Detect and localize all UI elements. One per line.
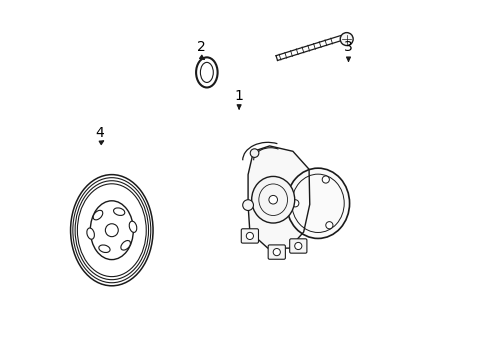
Circle shape xyxy=(246,232,253,239)
FancyBboxPatch shape xyxy=(241,229,258,243)
Ellipse shape xyxy=(113,208,124,215)
Ellipse shape xyxy=(286,168,349,238)
Circle shape xyxy=(325,222,332,229)
Circle shape xyxy=(322,176,329,183)
Text: 2: 2 xyxy=(197,40,205,54)
Text: 3: 3 xyxy=(344,40,352,54)
Text: 4: 4 xyxy=(95,126,103,140)
Circle shape xyxy=(273,248,280,256)
Text: 1: 1 xyxy=(234,89,243,103)
Ellipse shape xyxy=(129,221,137,233)
Circle shape xyxy=(268,195,277,204)
FancyBboxPatch shape xyxy=(267,245,285,259)
Circle shape xyxy=(105,224,118,237)
Ellipse shape xyxy=(90,201,133,260)
Circle shape xyxy=(291,200,298,207)
Ellipse shape xyxy=(251,176,294,223)
Circle shape xyxy=(250,149,258,157)
Polygon shape xyxy=(247,146,309,248)
Circle shape xyxy=(340,33,352,45)
Ellipse shape xyxy=(121,240,130,250)
Ellipse shape xyxy=(87,228,94,239)
Ellipse shape xyxy=(99,245,110,252)
FancyBboxPatch shape xyxy=(289,239,306,253)
Circle shape xyxy=(242,200,253,211)
Ellipse shape xyxy=(93,210,102,220)
Circle shape xyxy=(294,242,301,249)
